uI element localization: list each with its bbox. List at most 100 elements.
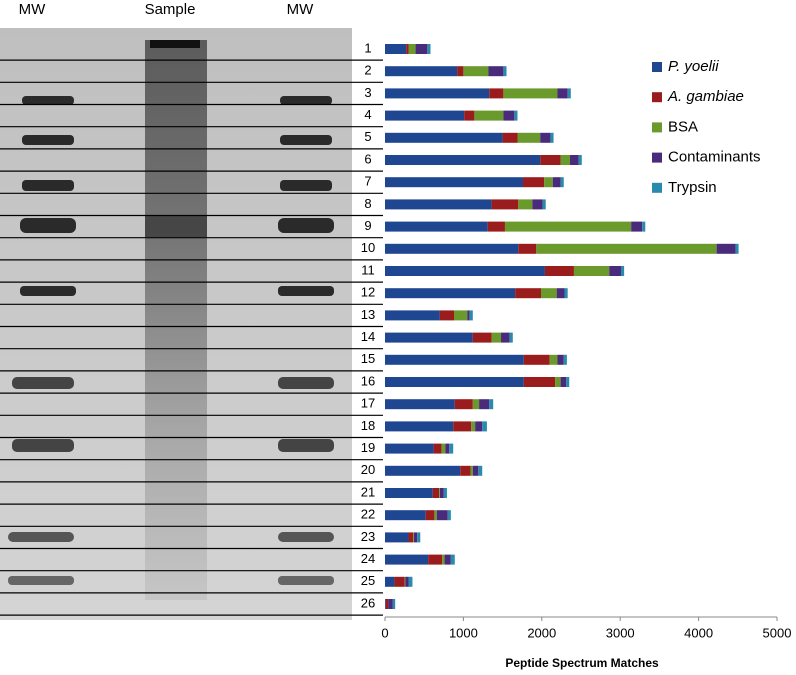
bar-segment xyxy=(433,443,442,454)
x-tick-label: 5000 xyxy=(763,625,792,640)
bar-segment xyxy=(609,266,621,276)
y-tick-label: 10 xyxy=(361,240,375,255)
bar-segment xyxy=(472,332,492,343)
label-box xyxy=(354,217,383,236)
legend-label: P. yoelii xyxy=(668,58,719,75)
bar-segment xyxy=(716,243,736,254)
bar-segment xyxy=(573,266,610,276)
bar-segment xyxy=(408,532,414,543)
bar-segment xyxy=(479,399,490,410)
bar-segment xyxy=(392,599,396,609)
y-tick-label: 25 xyxy=(361,573,375,588)
y-tick-label: 14 xyxy=(361,329,375,344)
y-tick-label: 6 xyxy=(364,151,371,166)
bar-segment xyxy=(406,44,409,54)
bar-segment xyxy=(515,288,542,299)
bar-segment xyxy=(522,177,545,188)
bar-segment xyxy=(453,421,472,432)
bar-segment xyxy=(442,554,445,565)
label-box xyxy=(354,373,383,391)
label-box xyxy=(354,106,383,125)
bar-segment xyxy=(444,554,451,565)
bar-segment xyxy=(408,44,416,54)
bar-segment xyxy=(385,288,516,299)
bar-segment xyxy=(385,177,523,188)
bar-segment xyxy=(385,599,386,609)
bar-segment xyxy=(385,132,503,143)
bar-segment xyxy=(549,354,558,365)
bar-segment xyxy=(567,88,571,99)
bar-segment xyxy=(471,421,476,432)
bar-segment xyxy=(489,88,504,99)
x-tick-label: 3000 xyxy=(606,625,635,640)
bar-segment xyxy=(642,221,646,232)
y-tick-label: 15 xyxy=(361,351,375,366)
y-tick-label: 3 xyxy=(364,85,371,100)
label-box xyxy=(354,550,383,569)
bar-segment xyxy=(415,44,428,54)
bar-segment xyxy=(557,88,568,99)
bar-segment xyxy=(555,377,561,387)
y-tick-label: 7 xyxy=(364,174,371,189)
y-tick-label: 11 xyxy=(361,262,375,277)
bar-segment xyxy=(454,399,473,410)
legend-swatch xyxy=(652,92,662,103)
label-box xyxy=(354,484,383,502)
bar-segment xyxy=(566,377,570,387)
bar-segment xyxy=(385,510,426,521)
y-tick-label: 2 xyxy=(364,63,371,78)
legend-label: A. gambiae xyxy=(667,88,744,105)
y-tick-label: 19 xyxy=(361,440,375,455)
legend-swatch xyxy=(652,122,662,133)
bar-segment xyxy=(436,510,448,521)
bar-segment xyxy=(542,199,546,210)
y-tick-label: 18 xyxy=(361,418,375,433)
bar-segment xyxy=(443,488,447,498)
bar-segment xyxy=(385,443,434,454)
y-tick-label: 20 xyxy=(361,462,375,477)
bar-segment xyxy=(432,488,440,498)
bar-segment xyxy=(472,465,479,476)
label-box xyxy=(354,306,383,325)
y-tick-label: 16 xyxy=(361,373,375,388)
bar-segment xyxy=(491,199,519,210)
label-box xyxy=(354,151,383,169)
legend-swatch xyxy=(652,152,662,163)
bar-segment xyxy=(385,110,465,121)
bar-segment xyxy=(514,110,518,121)
bar-segment xyxy=(556,288,565,299)
y-tick-label: 13 xyxy=(361,307,375,322)
y-tick-label: 5 xyxy=(364,129,371,144)
bar-segment xyxy=(464,110,475,121)
legend-label: Contaminants xyxy=(668,149,761,166)
x-tick-label: 0 xyxy=(381,625,388,640)
bar-segment xyxy=(472,399,480,410)
bar-segment xyxy=(518,199,533,210)
y-tick-label: 4 xyxy=(364,107,371,122)
bar-segment xyxy=(385,44,407,54)
bar-segment xyxy=(489,399,494,410)
bar-segment xyxy=(560,155,571,165)
bar-segment xyxy=(631,221,643,232)
bar-segment xyxy=(385,576,395,587)
bar-segment xyxy=(447,510,451,521)
bar-segment xyxy=(450,554,455,565)
legend-label: BSA xyxy=(668,118,698,135)
bar-segment xyxy=(385,310,440,321)
bar-segment xyxy=(491,332,502,343)
label-box xyxy=(354,528,383,547)
bar-segment xyxy=(478,465,483,476)
bar-segment xyxy=(460,465,471,476)
bar-segment xyxy=(560,377,567,387)
bar-segment xyxy=(385,421,454,432)
label-box xyxy=(354,239,383,258)
bar-segment xyxy=(578,155,582,165)
label-box xyxy=(354,506,383,525)
bar-segment xyxy=(385,488,433,498)
bar-segment xyxy=(453,310,468,321)
bar-segment xyxy=(413,532,415,543)
label-box xyxy=(354,572,383,591)
label-box xyxy=(354,284,383,303)
bar-segment xyxy=(541,288,557,299)
